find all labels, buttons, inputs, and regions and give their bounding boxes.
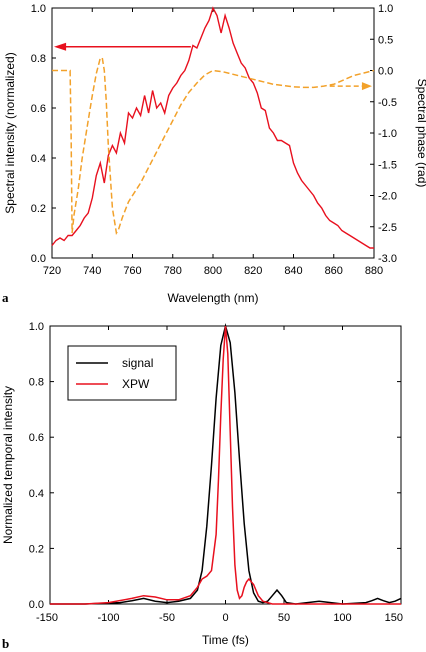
- panel-a-y-tick-label: 0.8: [31, 53, 46, 65]
- panel-b-series: [50, 323, 402, 605]
- panel-a-letter: a: [2, 290, 9, 305]
- panel-a-x-tick-label: 860: [325, 265, 343, 277]
- panel-a-y2-tick-label: -0.5: [378, 97, 397, 109]
- panel-a-x-axis-label: Wavelength (nm): [168, 291, 259, 305]
- panel-b: -150 -100 -50 0 50 100 150 0.0 0.2 0.4 0.6 0.8 1.0 s…: [1, 321, 403, 651]
- panel-a-axis-ticks: 720 740 760 780 800 820 840 860 880 0.0 0.2 0.4 0.6 0…: [31, 3, 397, 277]
- panel-b-legend: signal XPW: [67, 345, 177, 401]
- panel-b-x-axis-label: Time (fs): [202, 633, 249, 647]
- panel-b-y-tick-label: 0.2: [29, 543, 44, 555]
- panel-b-axis-ticks: -150 -100 -50 0 50 100 150 0.0 0.2 0.4 0.6 0.8 1.0: [29, 321, 403, 624]
- panel-a-x-tick-label: 880: [365, 265, 383, 277]
- panel-b-x-tick-label: 150: [385, 612, 403, 624]
- panel-a-y2-tick-label: 1.0: [378, 3, 393, 15]
- panel-a-y2-tick-label: -3.0: [378, 253, 397, 265]
- phase-axis-arrow-head: [361, 82, 372, 91]
- panel-a: 720 740 760 780 800 820 840 860 880 0.0 0.2 0.4 0.6 0…: [2, 3, 426, 305]
- panel-a-y2-tick-label: 0.0: [378, 66, 393, 78]
- panel-a-y2-axis-label: Spectral phase (rad): [415, 79, 426, 188]
- panel-a-y2-tick-label: 0.5: [378, 34, 393, 46]
- panel-a-plot-frame: [51, 7, 375, 259]
- panel-a-series: [51, 6, 375, 249]
- panel-a-y-tick-label: 1.0: [31, 3, 46, 15]
- panel-a-y-tick-label: 0.2: [31, 203, 46, 215]
- panel-b-x-tick-label: 0: [222, 612, 228, 624]
- legend-label-xpw: XPW: [122, 377, 150, 391]
- panel-a-x-tick-label: 800: [204, 265, 222, 277]
- panel-b-y-tick-label: 0.8: [29, 377, 44, 389]
- panel-b-y-tick-label: 1.0: [29, 321, 44, 333]
- panel-b-x-tick-label: -150: [36, 612, 58, 624]
- panel-a-y2-tick-label: -1.0: [378, 128, 397, 140]
- panel-a-x-tick-label: 780: [164, 265, 182, 277]
- panel-a-x-tick-label: 820: [244, 265, 262, 277]
- panel-a-y-tick-label: 0.4: [31, 153, 46, 165]
- panel-b-x-tick-label: 100: [333, 612, 351, 624]
- series-line-spectral-phase: [52, 57, 375, 236]
- panel-b-y-tick-label: 0.4: [29, 488, 44, 500]
- panel-a-y-tick-label: 0.0: [31, 253, 46, 265]
- panel-a-y-tick-label: 0.6: [31, 103, 46, 115]
- panel-a-x-tick-label: 720: [43, 265, 61, 277]
- panel-a-y-axis-label: Spectral intensity (normalized): [3, 52, 17, 213]
- series-line-xpw: [50, 325, 401, 605]
- panel-b-y-axis-label: Normalized temporal intensity: [1, 386, 15, 544]
- panel-a-arrows: [54, 42, 372, 91]
- panel-a-y2-tick-label: -2.5: [378, 222, 397, 234]
- legend-box: [67, 345, 177, 401]
- panel-a-y2-tick-label: -2.0: [378, 191, 397, 203]
- panel-b-y-tick-label: 0.0: [29, 599, 44, 611]
- panel-a-y2-tick-label: -1.5: [378, 159, 397, 171]
- panel-b-y-tick-label: 0.6: [29, 432, 44, 444]
- series-line-spectral-intensity: [51, 6, 374, 249]
- panel-b-x-tick-label: -100: [97, 612, 119, 624]
- intensity-axis-arrow-head: [54, 42, 67, 51]
- panel-b-letter: b: [2, 636, 9, 651]
- panel-a-x-tick-label: 760: [123, 265, 141, 277]
- panel-a-x-tick-label: 740: [83, 265, 101, 277]
- panel-a-x-tick-label: 840: [284, 265, 302, 277]
- panel-b-x-tick-label: 50: [278, 612, 290, 624]
- legend-label-signal: signal: [122, 356, 153, 370]
- panel-b-x-tick-label: -50: [159, 612, 175, 624]
